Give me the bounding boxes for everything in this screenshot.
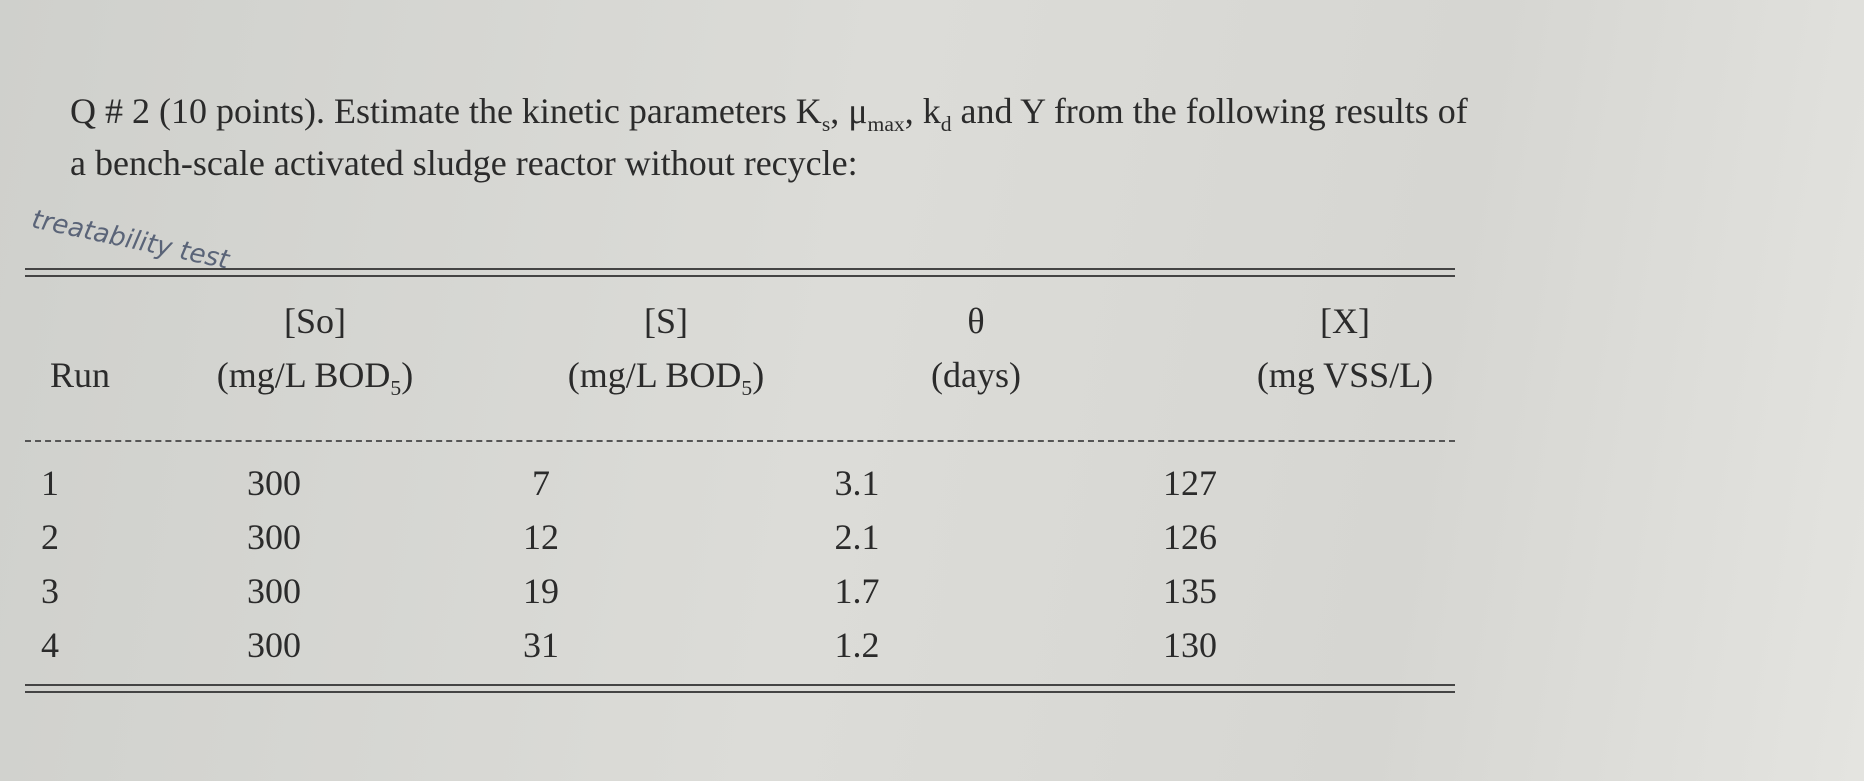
table-cell: 31 bbox=[523, 625, 559, 665]
header-main: Run bbox=[0, 354, 230, 396]
subscript: 5 bbox=[741, 376, 753, 401]
table-cell: 3.1 bbox=[834, 463, 880, 503]
question-text: , μ bbox=[830, 91, 868, 131]
header-rule bbox=[25, 440, 1455, 442]
header-top: θ bbox=[967, 301, 985, 341]
table-cell: 4 bbox=[41, 625, 59, 665]
table-bottom-rule bbox=[25, 684, 1455, 693]
table-cell: 19 bbox=[523, 571, 559, 611]
subscript: s bbox=[821, 112, 831, 137]
handwritten-note: treatability test bbox=[29, 204, 232, 276]
table-cell: 300 bbox=[247, 625, 301, 665]
header-main: (mg VSS/L) bbox=[1195, 354, 1495, 396]
header-text: (mg VSS/L) bbox=[1256, 355, 1434, 395]
header-text: (mg/L BOD bbox=[216, 355, 391, 395]
header-text: ) bbox=[752, 355, 765, 395]
question-text: , k bbox=[904, 91, 941, 131]
table-cell: 300 bbox=[247, 571, 301, 611]
subscript: max bbox=[867, 112, 905, 137]
table-cell: 2.1 bbox=[834, 517, 880, 557]
table-cell: 127 bbox=[1163, 463, 1217, 503]
table-cell: 12 bbox=[523, 517, 559, 557]
subscript: 5 bbox=[390, 376, 402, 401]
header-text: (days) bbox=[931, 355, 1021, 395]
table-cell: 3 bbox=[41, 571, 59, 611]
header-main: (mg/L BOD5) bbox=[165, 354, 465, 401]
question-text: and Y from the following results of bbox=[951, 91, 1468, 131]
header-main: (mg/L BOD5) bbox=[516, 354, 816, 401]
header-top: [X] bbox=[1320, 301, 1370, 341]
table-cell: 300 bbox=[247, 463, 301, 503]
table-cell: 300 bbox=[247, 517, 301, 557]
table-cell: 2 bbox=[41, 517, 59, 557]
question-line: a bench-scale activated sludge reactor w… bbox=[70, 143, 858, 183]
question-text: Q # 2 (10 points). Estimate the kinetic … bbox=[70, 91, 822, 131]
table-cell: 7 bbox=[532, 463, 550, 503]
subscript: d bbox=[940, 112, 952, 137]
header-top: [S] bbox=[644, 301, 688, 341]
header-text: ) bbox=[401, 355, 414, 395]
header-text: Run bbox=[49, 355, 110, 395]
table-top-rule bbox=[25, 268, 1455, 277]
table-cell: 126 bbox=[1163, 517, 1217, 557]
header-main: (days) bbox=[826, 354, 1126, 396]
table-cell: 1.7 bbox=[834, 571, 880, 611]
table-cell: 1.2 bbox=[834, 625, 880, 665]
header-text: (mg/L BOD bbox=[567, 355, 742, 395]
header-top: [So] bbox=[284, 301, 346, 341]
table-cell: 135 bbox=[1163, 571, 1217, 611]
question-line: Q # 2 (10 points). Estimate the kinetic … bbox=[70, 90, 1468, 137]
table-cell: 130 bbox=[1163, 625, 1217, 665]
table-cell: 1 bbox=[41, 463, 59, 503]
